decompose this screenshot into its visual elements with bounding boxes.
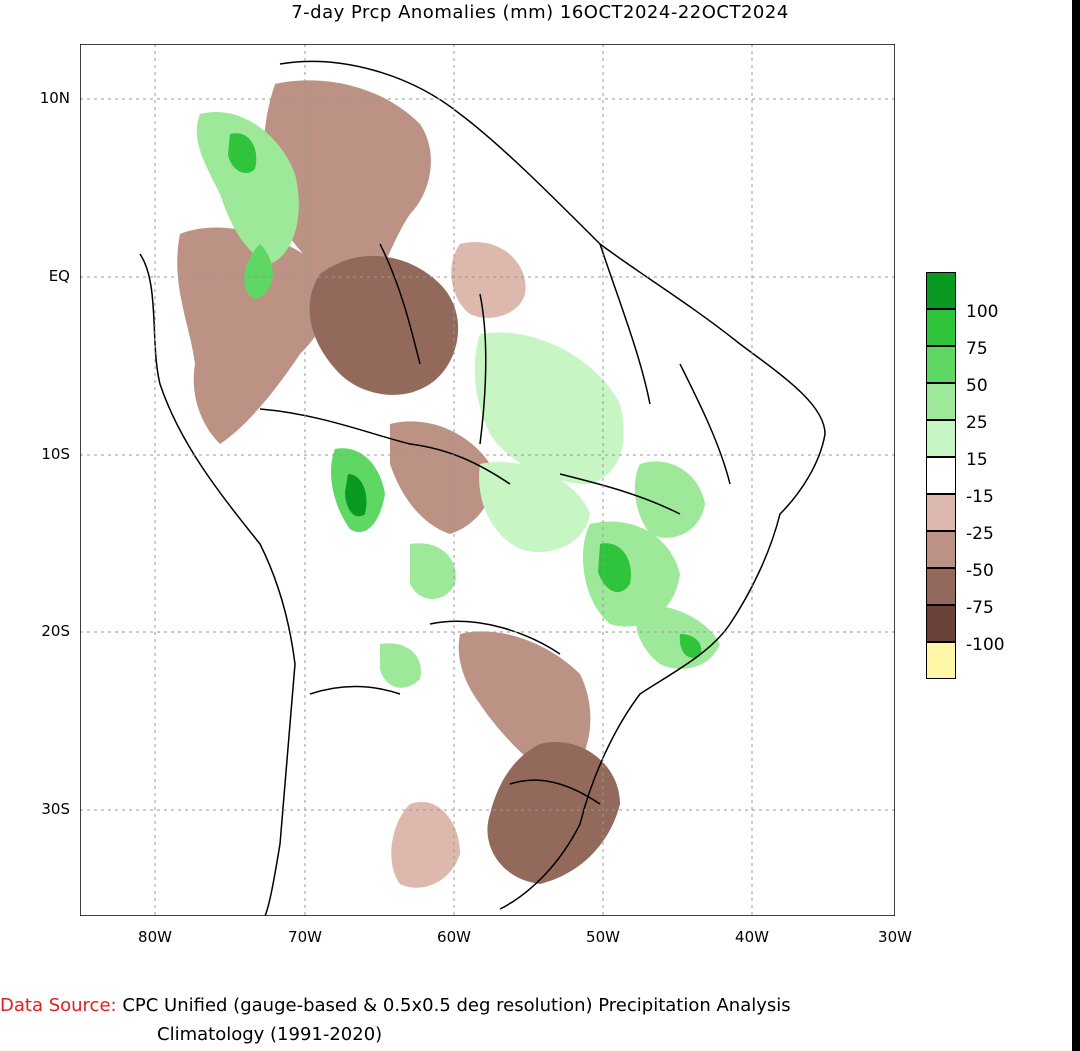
legend-label: -50	[966, 561, 994, 581]
legend-swatch	[926, 420, 956, 457]
y-tick-30s: 30S	[41, 800, 70, 818]
data-source-line: Data Source: CPC Unified (gauge-based & …	[0, 995, 791, 1016]
x-tick-50w: 50W	[586, 928, 620, 946]
window-edge	[1072, 0, 1080, 1051]
climatology-text: Climatology (1991-2020)	[157, 1024, 383, 1045]
x-tick-70w: 70W	[288, 928, 322, 946]
legend-label: -25	[966, 524, 994, 544]
x-tick-30w: 30W	[878, 928, 912, 946]
legend-swatch	[926, 531, 956, 568]
legend-label: 50	[966, 376, 988, 396]
legend-label: 100	[966, 302, 999, 322]
legend-label: -15	[966, 487, 994, 507]
legend-swatch	[926, 309, 956, 346]
dry-anomaly-regions	[177, 80, 620, 888]
data-source-text: CPC Unified (gauge-based & 0.5x0.5 deg r…	[122, 995, 791, 1016]
legend-label: -100	[966, 635, 1005, 655]
legend-label: 15	[966, 450, 988, 470]
y-tick-20s: 20S	[41, 622, 70, 640]
legend-swatch	[926, 457, 956, 494]
grid	[80, 44, 895, 916]
legend-label: 25	[966, 413, 988, 433]
x-tick-80w: 80W	[138, 928, 172, 946]
data-source-label: Data Source:	[0, 995, 117, 1016]
legend-swatch	[926, 272, 956, 309]
legend-swatch	[926, 605, 956, 642]
country-borders	[139, 60, 826, 916]
x-tick-60w: 60W	[437, 928, 471, 946]
legend-label: 75	[966, 339, 988, 359]
legend-swatch	[926, 642, 956, 679]
y-tick-10s: 10S	[41, 445, 70, 463]
map-title: 7-day Prcp Anomalies (mm) 16OCT2024-22OC…	[291, 2, 789, 23]
legend-label: -75	[966, 598, 994, 618]
legend-swatch	[926, 568, 956, 605]
precip-anomaly-map	[80, 44, 895, 916]
legend-swatch	[926, 494, 956, 531]
wet-anomaly-regions	[196, 112, 720, 688]
legend-swatch	[926, 383, 956, 420]
y-tick-10n: 10N	[39, 89, 70, 107]
y-tick-eq: EQ	[48, 267, 70, 285]
legend-swatch	[926, 346, 956, 383]
x-tick-40w: 40W	[735, 928, 769, 946]
